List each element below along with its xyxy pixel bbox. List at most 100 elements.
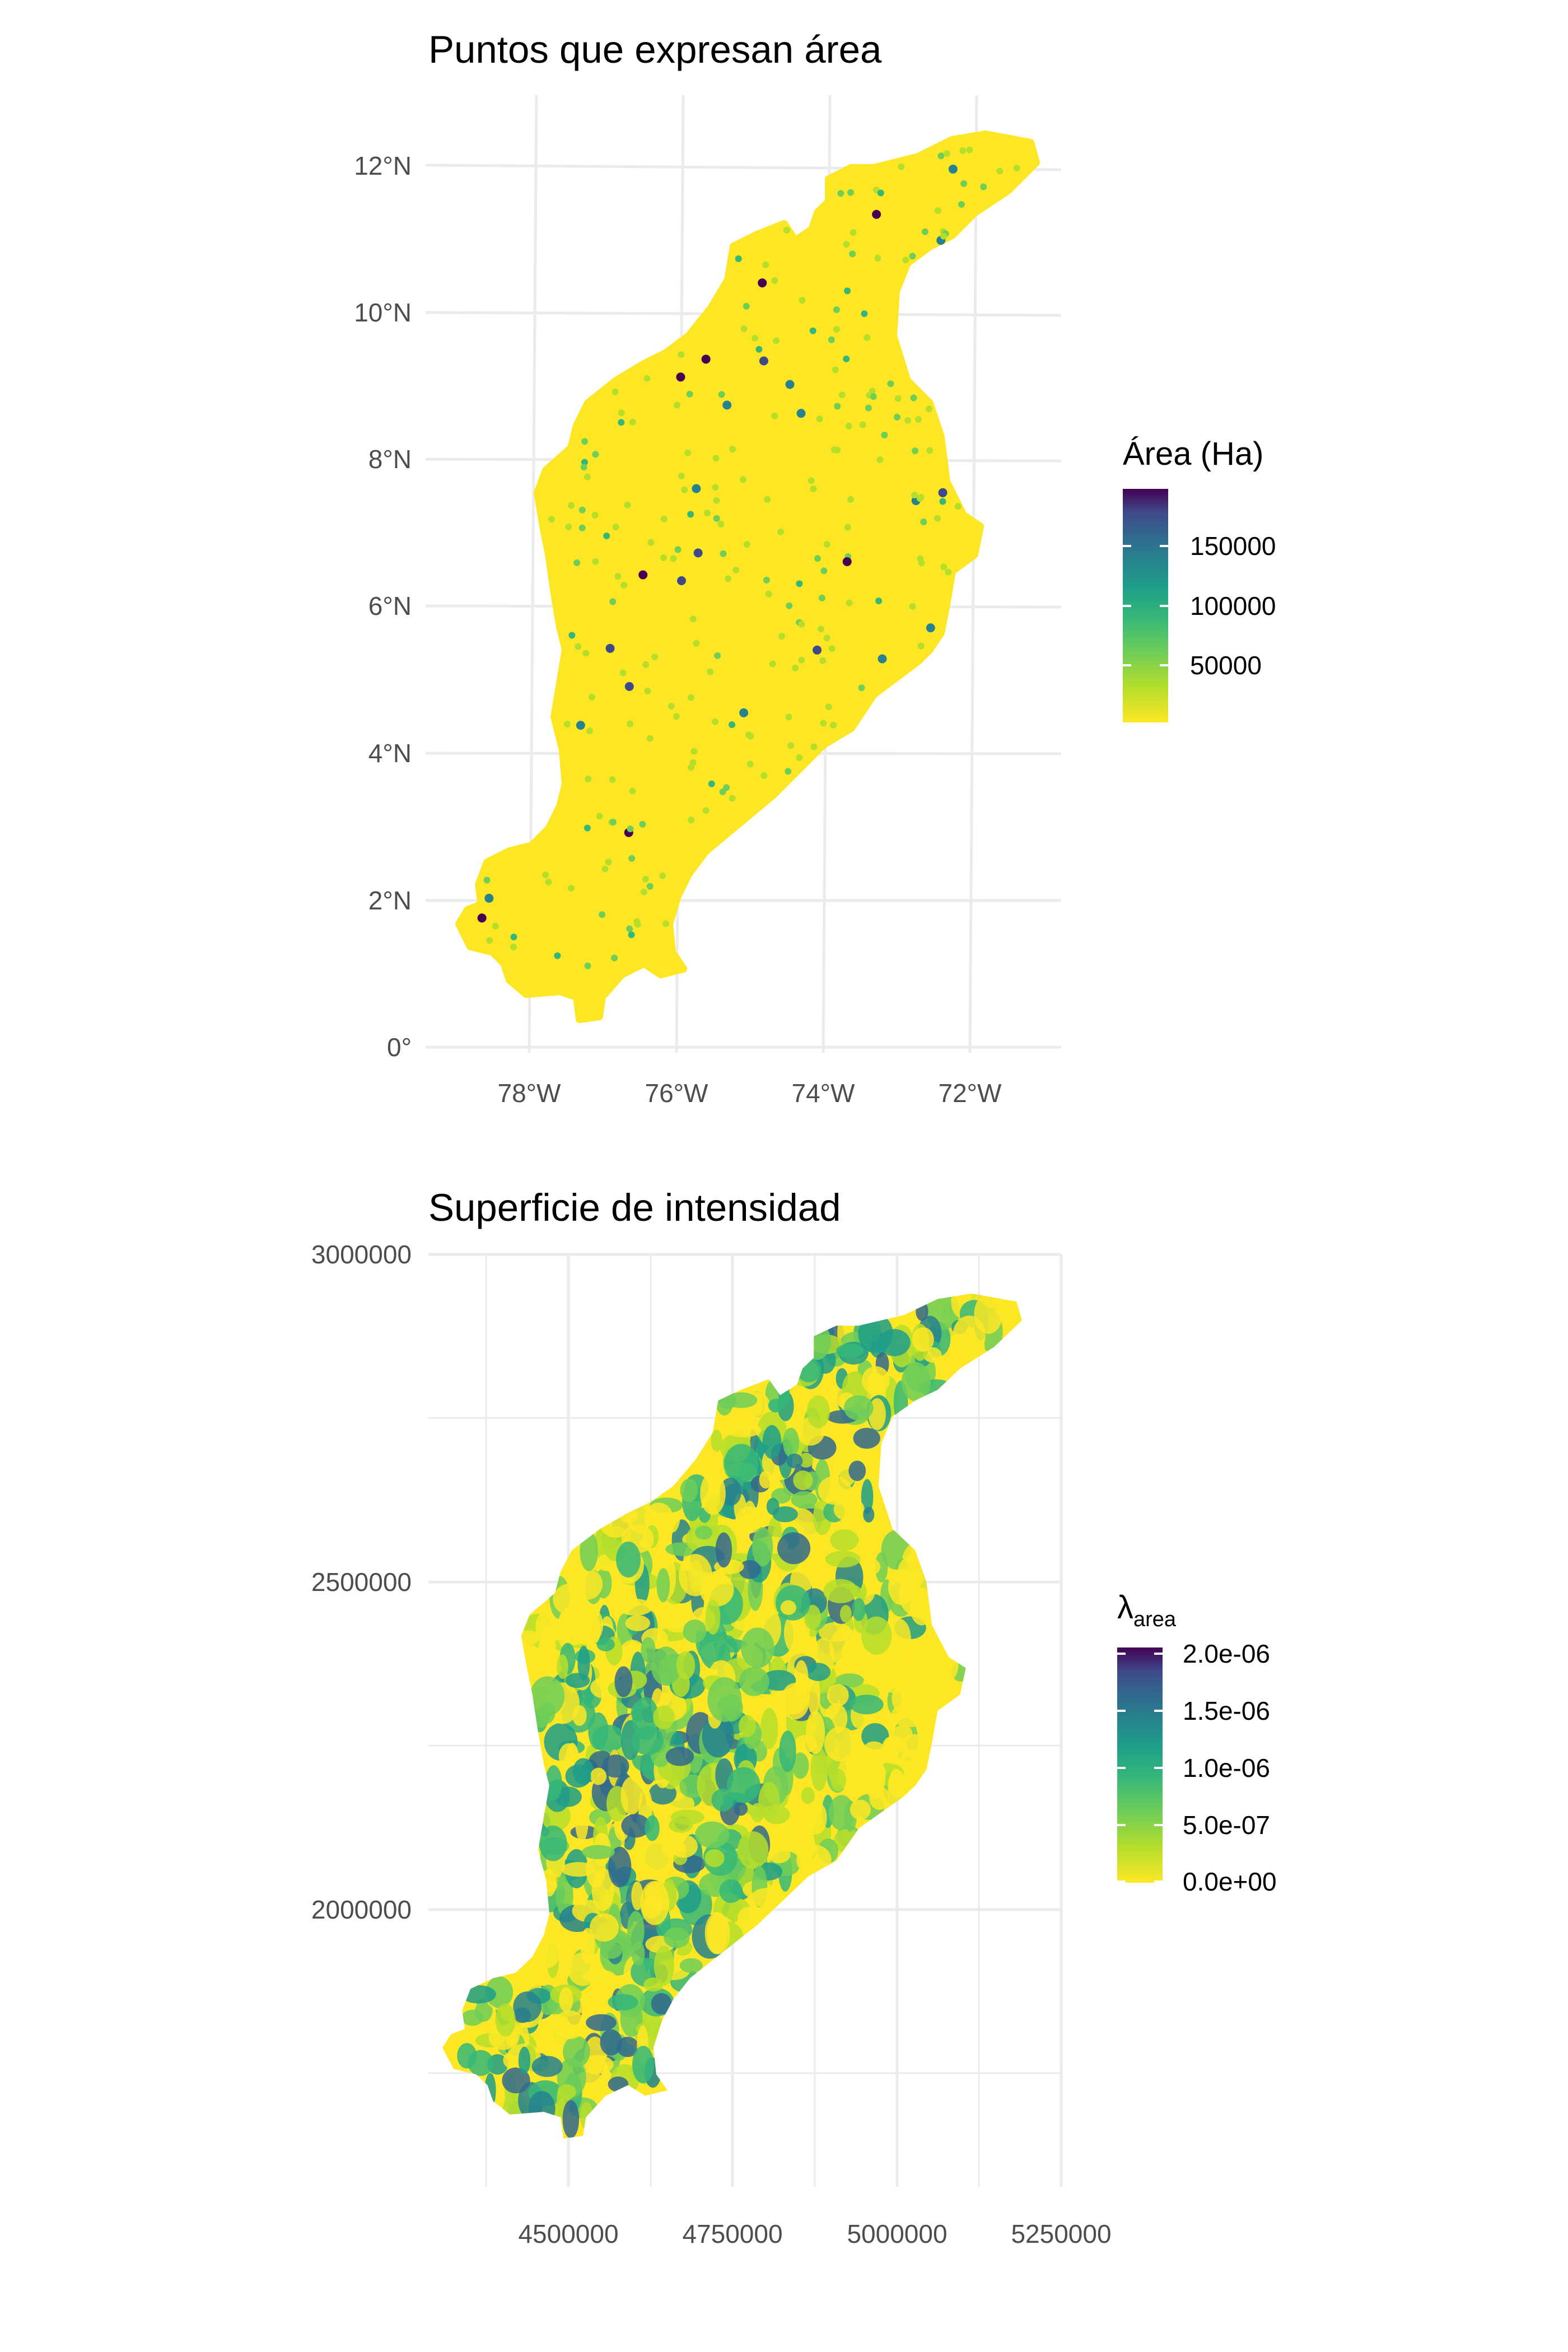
intensity-patch bbox=[853, 1427, 880, 1449]
intensity-patch bbox=[772, 1506, 798, 1523]
area-point bbox=[743, 302, 750, 310]
area-point bbox=[578, 506, 586, 514]
x-tick-label: 76°W bbox=[645, 1079, 709, 1108]
intensity-patch bbox=[805, 1663, 830, 1681]
intensity-patch bbox=[864, 1648, 883, 1686]
area-point bbox=[660, 554, 667, 561]
intensity-patch bbox=[542, 1623, 554, 1656]
area-point bbox=[940, 563, 948, 571]
area-points bbox=[477, 146, 1020, 969]
panel-points: Puntos que expresan área 12°N 10°N 8°N 6… bbox=[354, 28, 1276, 1108]
intensity-patch bbox=[916, 1645, 941, 1669]
legend-label: 150000 bbox=[1190, 531, 1276, 561]
area-point bbox=[712, 455, 720, 462]
intensity-patch bbox=[781, 1683, 810, 1720]
area-point bbox=[592, 558, 599, 565]
area-point bbox=[693, 640, 700, 647]
area-point bbox=[954, 503, 962, 510]
area-point bbox=[966, 146, 973, 153]
intensity-patch bbox=[651, 1993, 672, 2015]
intensity-patch bbox=[486, 1976, 514, 2008]
intensity-patch bbox=[864, 1770, 881, 1788]
area-point bbox=[904, 417, 911, 424]
intensity-patch bbox=[518, 2046, 531, 2074]
area-point bbox=[642, 875, 649, 883]
area-point bbox=[713, 515, 720, 522]
intensity-patch bbox=[608, 2076, 629, 2092]
area-point bbox=[759, 356, 768, 366]
intensity-patch bbox=[738, 1907, 760, 1930]
region-points-fill bbox=[455, 130, 1040, 1023]
y-tick-label: 2000000 bbox=[311, 1895, 412, 1924]
area-point bbox=[618, 409, 625, 417]
legend-label: 1.5e-06 bbox=[1183, 1696, 1270, 1725]
intensity-patch bbox=[901, 1362, 931, 1402]
area-point bbox=[492, 922, 499, 930]
intensity-patch bbox=[645, 1815, 660, 1841]
intensity-patch bbox=[719, 1879, 743, 1903]
intensity-patch bbox=[869, 1786, 890, 1810]
area-point bbox=[609, 598, 617, 605]
intensity-patch bbox=[502, 2067, 530, 2094]
intensity-patch bbox=[768, 1398, 784, 1413]
area-point bbox=[627, 720, 634, 727]
intensity-patch bbox=[833, 1497, 865, 1522]
area-point bbox=[628, 855, 636, 862]
area-point bbox=[921, 228, 928, 235]
intensity-patches bbox=[456, 1294, 1023, 2139]
area-point bbox=[483, 876, 491, 884]
intensity-patch bbox=[752, 1527, 773, 1567]
y-tick-label: 4°N bbox=[368, 739, 412, 768]
area-point bbox=[565, 523, 572, 530]
area-point bbox=[673, 402, 680, 409]
intensity-patch bbox=[460, 1985, 496, 2004]
intensity-patch bbox=[863, 1506, 875, 1523]
intensity-patch bbox=[916, 1301, 928, 1321]
area-point bbox=[739, 708, 749, 717]
area-point bbox=[647, 539, 655, 546]
area-point bbox=[725, 575, 732, 582]
area-point bbox=[619, 669, 627, 676]
intensity-patch bbox=[641, 1637, 656, 1663]
area-point bbox=[859, 421, 866, 428]
area-point bbox=[771, 277, 778, 284]
intensity-patch bbox=[805, 1801, 827, 1835]
area-point bbox=[1013, 165, 1020, 172]
area-point bbox=[816, 416, 823, 422]
intensity-patch bbox=[739, 1560, 761, 1579]
intensity-patch bbox=[792, 1752, 809, 1779]
area-point bbox=[605, 643, 615, 653]
intensity-patch bbox=[531, 2056, 563, 2077]
area-point bbox=[798, 620, 805, 628]
area-point bbox=[796, 409, 806, 418]
intensity-patch bbox=[651, 1646, 681, 1686]
area-point bbox=[601, 865, 609, 872]
area-point bbox=[692, 484, 701, 493]
area-point bbox=[813, 645, 822, 655]
area-point bbox=[758, 278, 767, 288]
panel-intensity: Superficie de intensidad 3000000 2500000… bbox=[311, 1186, 1277, 2248]
area-point bbox=[765, 590, 772, 598]
intensity-patch bbox=[676, 1651, 696, 1680]
area-point bbox=[996, 167, 1004, 175]
intensity-patch bbox=[758, 1782, 780, 1820]
intensity-patch bbox=[810, 1747, 828, 1791]
area-point bbox=[872, 209, 881, 219]
area-point bbox=[778, 633, 785, 640]
legend-title-area: Área (Ha) bbox=[1123, 436, 1263, 472]
area-point bbox=[980, 183, 987, 190]
area-point bbox=[678, 473, 685, 479]
area-point bbox=[510, 944, 517, 950]
area-point bbox=[937, 152, 945, 160]
intensity-patch bbox=[590, 1767, 607, 1785]
area-point bbox=[684, 449, 692, 456]
x-tick-label: 78°W bbox=[498, 1079, 562, 1108]
intensity-patch bbox=[892, 1681, 925, 1716]
area-point bbox=[843, 241, 850, 248]
area-point bbox=[688, 694, 694, 701]
area-point bbox=[740, 325, 748, 332]
intensity-patch bbox=[802, 1323, 831, 1360]
intensity-patch bbox=[886, 1618, 911, 1659]
intensity-patch bbox=[679, 1958, 703, 1973]
area-point bbox=[568, 502, 575, 509]
